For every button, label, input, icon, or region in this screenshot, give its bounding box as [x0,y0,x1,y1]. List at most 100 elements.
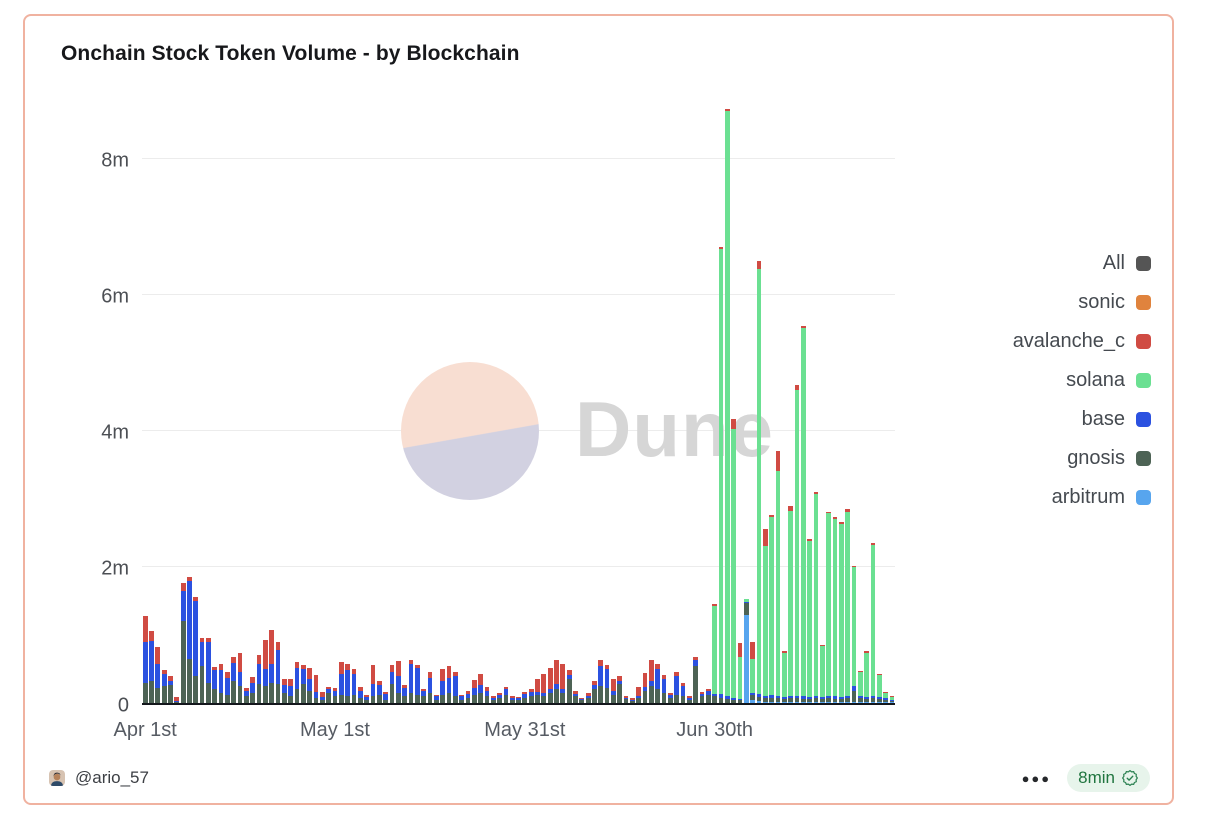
bar[interactable] [750,641,756,703]
bar[interactable] [389,665,395,703]
bar[interactable] [206,638,211,703]
bar[interactable] [889,695,895,703]
bar[interactable] [724,109,730,703]
bar[interactable] [649,660,654,703]
bar[interactable] [687,696,692,703]
bar[interactable] [484,687,490,703]
bar[interactable] [478,674,483,703]
bar[interactable] [573,690,578,703]
bar[interactable] [737,643,743,703]
bar[interactable] [756,261,762,703]
bar[interactable] [554,660,559,703]
bar[interactable] [611,679,616,703]
bar[interactable] [282,679,287,703]
bar[interactable] [294,662,300,703]
bar[interactable] [471,679,477,703]
bar[interactable] [547,668,553,703]
bar[interactable] [598,660,604,703]
legend-item-all[interactable]: All [1013,244,1151,283]
bar[interactable] [642,673,648,703]
bar[interactable] [813,491,819,703]
bar[interactable] [237,653,243,703]
bar[interactable] [718,247,724,703]
bar[interactable] [408,660,414,703]
bar[interactable] [319,691,325,703]
bar[interactable] [168,675,173,703]
bar[interactable] [769,514,775,703]
bar[interactable] [674,672,680,703]
refresh-badge[interactable]: 8min [1067,764,1150,792]
bar[interactable] [566,669,572,703]
ellipsis-menu-button[interactable]: ●●● [1021,770,1052,786]
bar[interactable] [376,680,382,703]
bar[interactable] [490,696,496,703]
bar[interactable] [655,663,661,703]
bar[interactable] [800,325,806,703]
bar[interactable] [731,418,737,703]
bar[interactable] [845,508,850,703]
bar[interactable] [522,692,528,703]
bar[interactable] [193,596,199,703]
bar[interactable] [604,664,610,703]
bar[interactable] [693,656,699,703]
bar[interactable] [459,694,464,703]
bar[interactable] [351,669,357,703]
bar[interactable] [592,681,597,703]
bar[interactable] [743,598,749,703]
bar[interactable] [497,692,502,703]
bar[interactable] [699,691,705,703]
bar[interactable] [712,603,718,703]
bar[interactable] [668,692,673,703]
bar[interactable] [345,663,351,703]
bar[interactable] [775,450,781,703]
bar[interactable] [788,505,793,703]
bar[interactable] [819,644,825,703]
bar[interactable] [199,638,205,703]
bar[interactable] [560,663,566,703]
bar[interactable] [263,640,268,703]
bar[interactable] [364,694,370,703]
bar[interactable] [275,641,281,703]
bar[interactable] [180,582,186,703]
legend-item-avalanche_c[interactable]: avalanche_c [1013,322,1151,361]
bar[interactable] [579,697,585,703]
bar[interactable] [762,528,768,703]
bar[interactable] [161,670,167,703]
bar[interactable] [870,543,876,703]
bar[interactable] [509,696,515,703]
bar[interactable] [807,539,812,703]
bar[interactable] [617,675,623,703]
bar[interactable] [370,665,376,703]
bar[interactable] [269,629,275,703]
bar[interactable] [218,663,224,703]
bar[interactable] [288,679,294,703]
legend-item-solana[interactable]: solana [1013,361,1151,400]
bar[interactable] [636,687,642,703]
bar[interactable] [630,698,635,703]
bar[interactable] [516,696,521,703]
legend-item-sonic[interactable]: sonic [1013,283,1151,322]
legend-item-base[interactable]: base [1013,400,1151,439]
bar[interactable] [332,688,338,703]
bar[interactable] [433,694,439,703]
bar[interactable] [427,672,433,703]
bar[interactable] [395,660,401,703]
bar[interactable] [440,669,445,703]
bar[interactable] [864,651,869,703]
bar[interactable] [623,695,629,703]
bar[interactable] [528,689,534,703]
bar[interactable] [383,691,388,703]
author-link[interactable]: @ario_57 [49,768,149,788]
bar[interactable] [338,662,344,703]
bar[interactable] [250,677,256,703]
bar[interactable] [541,673,547,703]
bar[interactable] [706,688,711,703]
bar[interactable] [256,655,262,703]
bar[interactable] [212,667,218,703]
bar[interactable] [452,672,458,703]
bar[interactable] [857,671,863,703]
bar[interactable] [187,576,192,703]
bar[interactable] [421,688,426,703]
bar[interactable] [142,616,148,703]
bar[interactable] [244,688,249,703]
